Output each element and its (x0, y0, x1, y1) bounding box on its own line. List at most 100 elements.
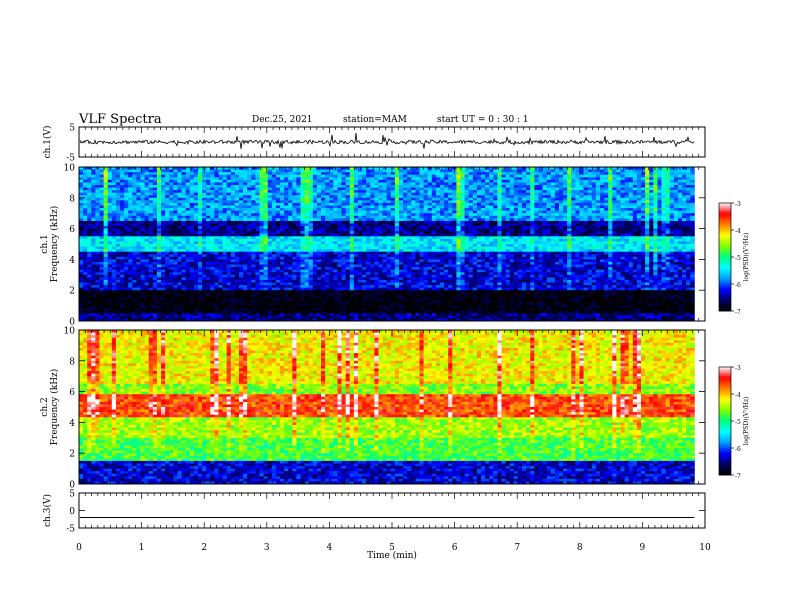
spectrogram-cell (144, 195, 150, 199)
spectrogram-cell (115, 244, 121, 247)
spectrogram-cell (345, 187, 351, 191)
spectrogram-cell (394, 249, 400, 253)
spectrogram-cell (296, 246, 301, 250)
spectrogram-cell (382, 231, 388, 235)
spectrogram-cell (124, 274, 129, 278)
spectrogram-cell (165, 167, 170, 170)
spectrogram-cell (415, 213, 420, 217)
spectrogram-cell (140, 285, 146, 289)
spectrogram-cell (185, 269, 191, 273)
spectrogram-cell (103, 315, 109, 319)
spectrogram-cell (407, 241, 412, 245)
spectrogram-cell (333, 279, 338, 283)
spectrogram-cell (259, 279, 265, 283)
spectrogram-cell (193, 177, 199, 181)
spectrogram-cell (165, 269, 170, 273)
spectrogram-cell (296, 236, 301, 240)
spectrogram-cell (99, 238, 105, 242)
spectrogram-cell (218, 318, 223, 322)
spectrogram-cell (288, 231, 293, 235)
spectrogram-cell (247, 303, 252, 306)
spectrogram-cell (230, 282, 236, 286)
spectrogram-cell (111, 246, 117, 250)
spectrogram-cell (87, 190, 92, 194)
spectrogram-cell (349, 259, 355, 263)
spectrogram-cell (83, 310, 88, 314)
spectrogram-cell (374, 277, 379, 281)
spectrogram-cell (132, 236, 137, 240)
spectrogram-cell (259, 177, 265, 181)
spectrogram-cell (128, 272, 133, 276)
spectrogram-cell (271, 246, 277, 250)
spectrogram-cell (189, 269, 195, 273)
spectrogram-cell (115, 295, 121, 299)
spectrogram-cell (300, 269, 306, 273)
spectrogram-cell (91, 292, 96, 296)
spectrogram-cell (403, 313, 408, 317)
spectrogram-cell (173, 231, 178, 235)
spectrogram-cell (284, 197, 289, 201)
spectrogram-cell (271, 310, 277, 314)
spectrogram-cell (87, 220, 92, 224)
spectrogram-cell (115, 318, 121, 322)
spectrogram-cell (144, 295, 150, 299)
spectrogram-cell (337, 190, 342, 194)
spectrogram-cell (177, 202, 182, 206)
spectrogram-cell (152, 190, 158, 194)
spectrogram-cell (238, 220, 244, 224)
spectrogram-cell (357, 282, 363, 286)
spectrogram-cell (325, 241, 330, 245)
spectrogram-cell (140, 187, 146, 191)
spectrogram-cell (398, 215, 404, 219)
spectrogram-cell (202, 192, 207, 196)
spectrogram-cell (407, 285, 412, 289)
spectrogram-cell (156, 236, 162, 240)
spectrogram-cell (189, 287, 195, 291)
spectrogram-cell (87, 295, 92, 299)
spectrogram-cell (152, 254, 158, 258)
spectrogram-cell (370, 233, 375, 237)
spectrogram-cell (132, 238, 137, 242)
spectrogram-cell (345, 202, 351, 206)
spectrogram-cell (210, 251, 215, 255)
spectrogram-cell (152, 174, 158, 178)
spectrogram-cell (197, 167, 203, 170)
spectrogram-cell (107, 205, 113, 209)
spectrogram-cell (218, 244, 223, 247)
spectrogram-cell (374, 233, 379, 237)
spectrogram-cell (386, 303, 392, 306)
spectrogram-cell (271, 303, 277, 306)
spectrogram-cell (386, 300, 392, 304)
spectrogram-cell (316, 310, 322, 314)
spectrogram-cell (103, 277, 109, 281)
spectrogram-cell (370, 249, 375, 253)
spectrogram-cell (271, 179, 277, 183)
spectrogram-cell (280, 190, 285, 194)
spectrogram-cell (238, 308, 244, 312)
spectrogram-cell (136, 285, 141, 289)
spectrogram-cell (181, 218, 187, 222)
spectrogram-cell (374, 187, 379, 191)
spectrogram-cell (148, 169, 154, 173)
spectrogram-cell (185, 292, 191, 296)
spectrogram-cell (403, 264, 408, 268)
spectrogram-cell (411, 184, 416, 188)
spectrogram-cell (111, 244, 117, 247)
spectrogram-cell (300, 285, 306, 289)
spectrogram-cell (234, 308, 240, 312)
spectrogram-cell (165, 238, 170, 242)
spectrogram-cell (390, 246, 396, 250)
spectrogram-cell (374, 177, 379, 181)
spectrogram-cell (91, 267, 96, 271)
spectrogram-cell (206, 287, 211, 291)
spectrogram-cell (206, 277, 211, 281)
spectrogram-cell (251, 231, 256, 235)
spectrogram-cell (411, 279, 416, 283)
spectrogram-cell (214, 169, 219, 173)
spectrogram-cell (181, 241, 187, 245)
spectrogram-cell (329, 177, 334, 181)
spectrogram-cell (312, 208, 318, 212)
spectrogram-cell (214, 277, 219, 281)
spectrogram-cell (341, 303, 347, 306)
spectrogram-cell (275, 244, 281, 247)
